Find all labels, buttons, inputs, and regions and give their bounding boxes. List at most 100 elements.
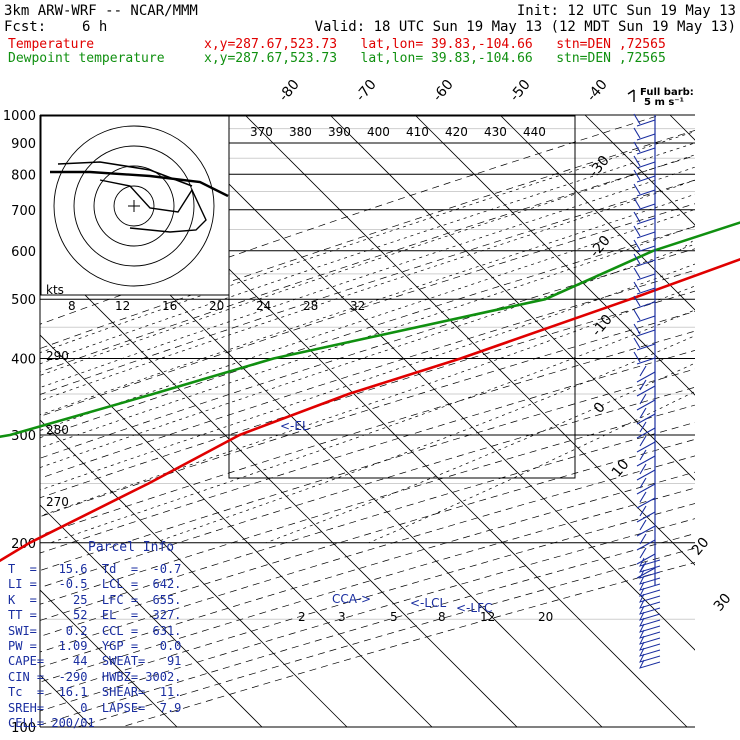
wind-barb: [633, 323, 656, 337]
temperature-legend: Temperature: [8, 37, 95, 52]
temperature-curve: [0, 258, 740, 563]
isotherm: [40, 334, 433, 727]
sounding-curves: [0, 221, 740, 563]
hodograph-ring: [113, 185, 155, 227]
theta-label: 390: [328, 125, 351, 139]
mixing-ratio-label: 2: [298, 610, 306, 624]
isotherm: [329, 115, 695, 481]
hodograph-ring: [53, 125, 215, 287]
theta-label: 380: [289, 125, 312, 139]
moist-adiabat: [40, 166, 695, 388]
theta-label: 270: [46, 495, 69, 509]
dry-adiabat: [40, 290, 695, 499]
wind-barb: [633, 211, 656, 225]
hodograph: kts 8 12 16 20 24 28 32: [40, 115, 576, 479]
wind-legend-value: 5 m s⁻¹: [644, 97, 684, 108]
mixing-ratio-label: 20: [538, 610, 553, 624]
parcel-level-label: <-LFC: [456, 601, 492, 615]
isotherm-label: 10: [609, 457, 633, 481]
moist-adiabat: [40, 131, 695, 354]
wind-barb: [636, 477, 656, 495]
wind-barb-low: [639, 623, 661, 633]
wind-barb: [633, 113, 656, 127]
wind-barb-low: [639, 659, 661, 669]
theta-label: 290: [46, 349, 69, 363]
wind-barb: [633, 127, 656, 141]
theta-label: 400: [367, 125, 390, 139]
hodograph-origin: [128, 200, 140, 212]
dewpoint-location: x,y=287.67,523.73 lat,lon= 39.83,-104.66…: [204, 51, 666, 66]
wind-barb: [636, 421, 656, 439]
pressure-label: 400: [11, 353, 36, 368]
wind-barb: [633, 141, 656, 155]
pressure-label: 500: [11, 293, 36, 308]
theta-label: 280: [46, 423, 69, 437]
dry-adiabat: [40, 129, 695, 349]
wind-barb-low: [639, 641, 661, 651]
wind-barb: [636, 435, 656, 453]
pressure-label: 100: [11, 721, 36, 736]
wind-barb: [633, 253, 656, 267]
isotherm: [414, 115, 695, 396]
wind-barb-low: [639, 653, 661, 663]
hodograph-speed-label: 16: [162, 299, 177, 313]
moist-adiabat: [265, 362, 695, 544]
wind-barb: [636, 365, 656, 383]
wind-barb: [633, 183, 656, 197]
dry-adiabat: [40, 404, 695, 605]
mixing-ratio-label: 5: [390, 610, 398, 624]
wind-barb: [636, 519, 656, 537]
theta-label: 440: [523, 125, 546, 139]
dry-adiabat: [40, 422, 695, 621]
isotherm-label: -20: [587, 233, 614, 261]
parcel-info-title: Parcel Info: [88, 540, 175, 555]
isotherm: [40, 589, 178, 727]
wind-barb: [633, 267, 656, 281]
wind-barb-low: [639, 575, 661, 585]
hodograph-speed-label: 32: [350, 299, 365, 313]
wind-barb-low: [639, 635, 661, 645]
pressure-label: 200: [11, 537, 36, 552]
pressure-label: 800: [11, 168, 36, 183]
hodograph-speed-label: 24: [256, 299, 271, 313]
temperature-location: x,y=287.67,523.73 lat,lon= 39.83,-104.66…: [204, 37, 666, 52]
parcel-info-row: Tc = 16.1 SHEAR= 11.: [8, 685, 182, 700]
wind-barb: [636, 393, 656, 411]
hodograph-curve: [99, 179, 207, 233]
wind-barb-low: [639, 569, 661, 579]
isotherm-label: -30: [586, 153, 613, 181]
parcel-info-row: CAPE= 44 SWEAT= 91: [8, 654, 182, 669]
model-title: 3km ARW-WRF -- NCAR/MMM: [4, 3, 198, 19]
parcel-info-row: K = 25 LFC = 655.: [8, 592, 182, 607]
wind-barb-low: [639, 587, 661, 597]
pressure-label: 600: [11, 245, 36, 260]
mixing-ratio-label: 12: [480, 610, 495, 624]
wind-barb: [633, 169, 656, 183]
pressure-label: 900: [11, 137, 36, 152]
hodograph-speed-label: 28: [303, 299, 318, 313]
dewpoint-legend: Dewpoint temperature: [8, 51, 165, 66]
mixing-ratio-label: 3: [338, 610, 346, 624]
init-time: Init: 12 UTC Sun 19 May 13: [516, 3, 736, 19]
moist-adiabat: [40, 263, 695, 491]
isotherm: [40, 419, 348, 727]
parcel-info-row: LI = -0.5 LCL = 642.: [8, 577, 182, 592]
hodograph-speed-label: 8: [68, 299, 76, 313]
forecast-label: Fcst:: [4, 19, 47, 35]
isotherm-label: 20: [689, 535, 713, 559]
isotherm-label: -60: [430, 77, 457, 105]
dewpoint-curve: [0, 221, 740, 439]
parcel-level-label: CCA->: [332, 592, 371, 606]
isotherm: [584, 115, 695, 226]
wind-barb-low: [639, 611, 661, 621]
mixing-ratio-label: 8: [438, 610, 446, 624]
isotherm: [40, 504, 263, 727]
parcel-info-row: CIN = -290 HWBZ= 3002.: [8, 669, 182, 684]
hodograph-ring: [73, 145, 195, 267]
parcel-info-row: T = 15.6 Td = -0.7: [8, 562, 182, 576]
wind-barb-low: [639, 593, 661, 603]
dry-adiabat: [40, 203, 695, 417]
parcel-info-row: SREH= 0 LAPSE= 7.9: [8, 700, 182, 715]
moist-adiabat: [40, 142, 695, 365]
